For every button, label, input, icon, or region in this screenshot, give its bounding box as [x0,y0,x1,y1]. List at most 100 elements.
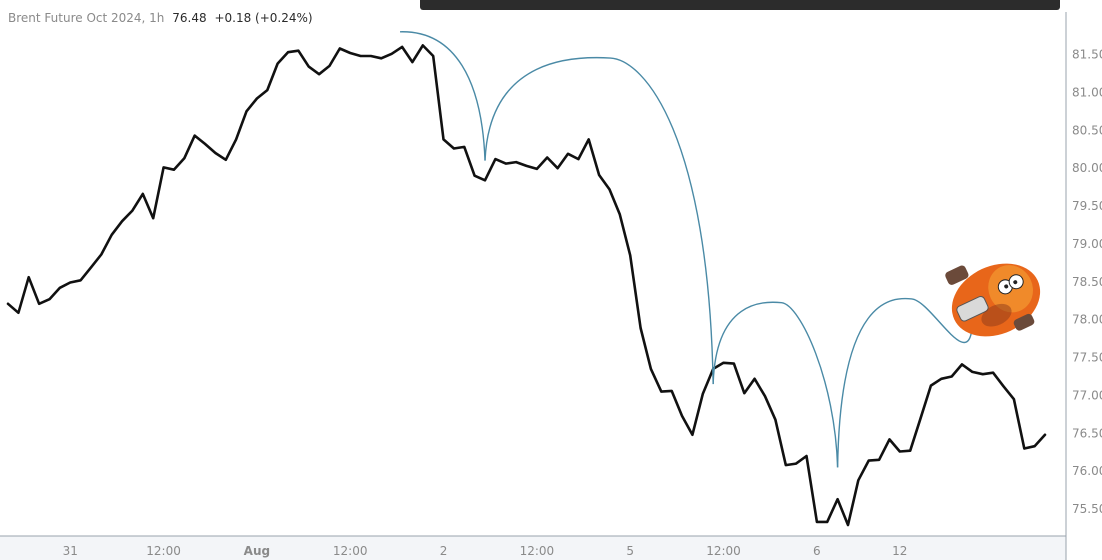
price-point [214,152,217,154]
price-point [79,279,82,282]
price-point [619,213,621,216]
y-tick-label: 78.00 [1072,313,1102,327]
y-tick-label: 79.00 [1072,237,1102,251]
price-point [795,462,797,465]
price-point [961,363,963,366]
price-point [774,418,777,421]
price-point [847,524,849,526]
price-point [940,378,943,380]
price-point [453,147,455,150]
x-tick-label: 6 [813,544,821,558]
price-point [577,158,580,160]
price-point [173,168,175,171]
price-change: +0.18 (+0.24%) [214,11,313,25]
y-tick-label: 81.50 [1072,48,1102,62]
price-point [660,390,663,393]
y-tick-label: 79.50 [1072,199,1102,213]
price-point [567,153,569,155]
chart-symbol: Brent Future Oct 2024, 1h [8,11,165,25]
price-point [297,49,300,52]
cartoon-character-icon [945,263,1041,337]
price-point [69,281,71,284]
price-point [733,362,735,365]
price-point [390,53,393,55]
price-point [90,266,92,269]
price-point [608,188,611,191]
price-point [494,158,497,160]
price-point [1013,398,1015,401]
price-point [100,253,103,256]
price-point [691,434,694,436]
price-point [318,73,320,75]
price-point [484,179,486,182]
price-point [473,174,476,177]
price-point [536,168,538,170]
price-point [307,65,310,68]
price-point [27,276,30,279]
y-tick-label: 80.00 [1072,161,1102,175]
top-band [0,0,1102,12]
last-price: 76.48 [172,11,207,25]
price-point [276,62,279,65]
x-tick-label: 12 [892,544,907,558]
price-point [919,417,922,420]
price-point [785,464,787,466]
price-point [670,390,673,392]
price-point [950,375,953,378]
y-tick-label: 80.50 [1072,123,1102,137]
price-point [899,450,901,453]
price-point [359,55,362,57]
price-point [888,438,891,441]
price-point [152,217,154,219]
x-tick-label: 12:00 [333,544,368,558]
price-point [225,159,227,161]
price-point [266,89,269,91]
price-point [121,220,123,222]
price-point [131,209,134,212]
price-point [556,167,559,169]
price-point [867,459,870,462]
price-point [702,393,704,395]
price-point [256,97,258,100]
price-line [6,44,1047,527]
price-point [380,57,383,60]
price-point [287,51,289,53]
price-point [515,161,517,163]
y-tick-label: 76.50 [1072,426,1102,440]
cartoon-part [956,295,989,322]
price-point [422,44,424,47]
price-point [629,254,631,257]
price-point [971,371,974,373]
price-point [142,193,144,195]
price-point [992,371,994,374]
price-point [826,521,828,523]
price-point [110,234,113,236]
cartoon-part [981,303,1012,327]
price-point [401,46,403,48]
price-point [1044,434,1046,436]
price-point [442,138,445,141]
x-tick-label: 31 [63,544,78,558]
price-point [836,498,839,501]
price-point [816,521,818,523]
price-point [463,146,466,148]
chart-header: Brent Future Oct 2024, 1h 76.48 +0.18 (+… [8,10,317,26]
price-point [982,373,984,376]
y-tick-label: 81.00 [1072,85,1102,99]
price-point [930,384,932,387]
price-point [909,449,911,452]
y-tick-label: 77.50 [1072,351,1102,365]
y-tick-label: 75.50 [1072,502,1102,516]
y-tick-label: 78.50 [1072,275,1102,289]
price-point [1023,447,1026,450]
price-point [245,110,248,113]
bounce-arc [712,301,839,468]
x-tick-label: 2 [440,544,448,558]
price-point [235,138,237,141]
price-point [598,174,600,176]
price-point [525,165,528,167]
price-point [878,459,880,461]
price-point [7,303,9,305]
